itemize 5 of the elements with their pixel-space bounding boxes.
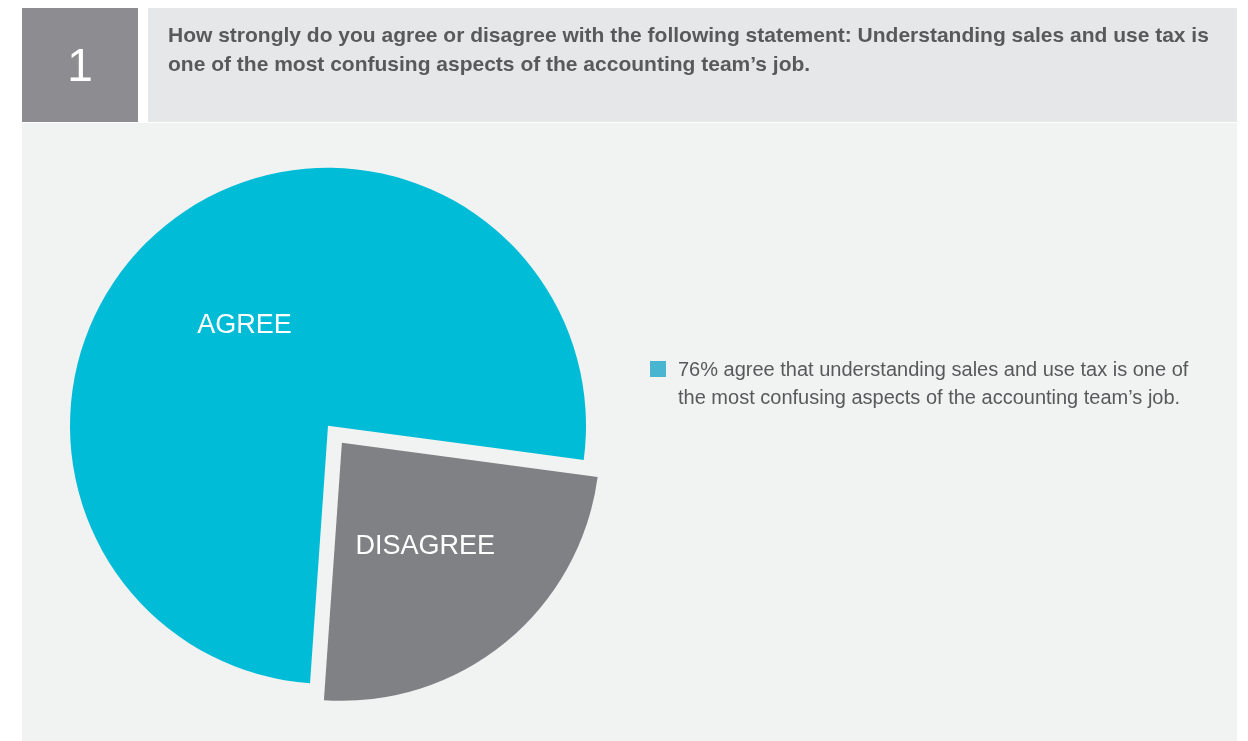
text: How strongly do you agree or disagree with the following statement: Understanding sales and use tax is one of the most confusing aspects of the accounting team’s job. [148,8,1237,122]
slice-label: DISAGREE [355,530,496,561]
slice-label: AGREE [197,308,292,339]
text: 1 [22,8,138,122]
text: 76% agree that understanding sales and use tax is one of the most confusing aspects of the accounting team’s job. [678,357,1190,410]
